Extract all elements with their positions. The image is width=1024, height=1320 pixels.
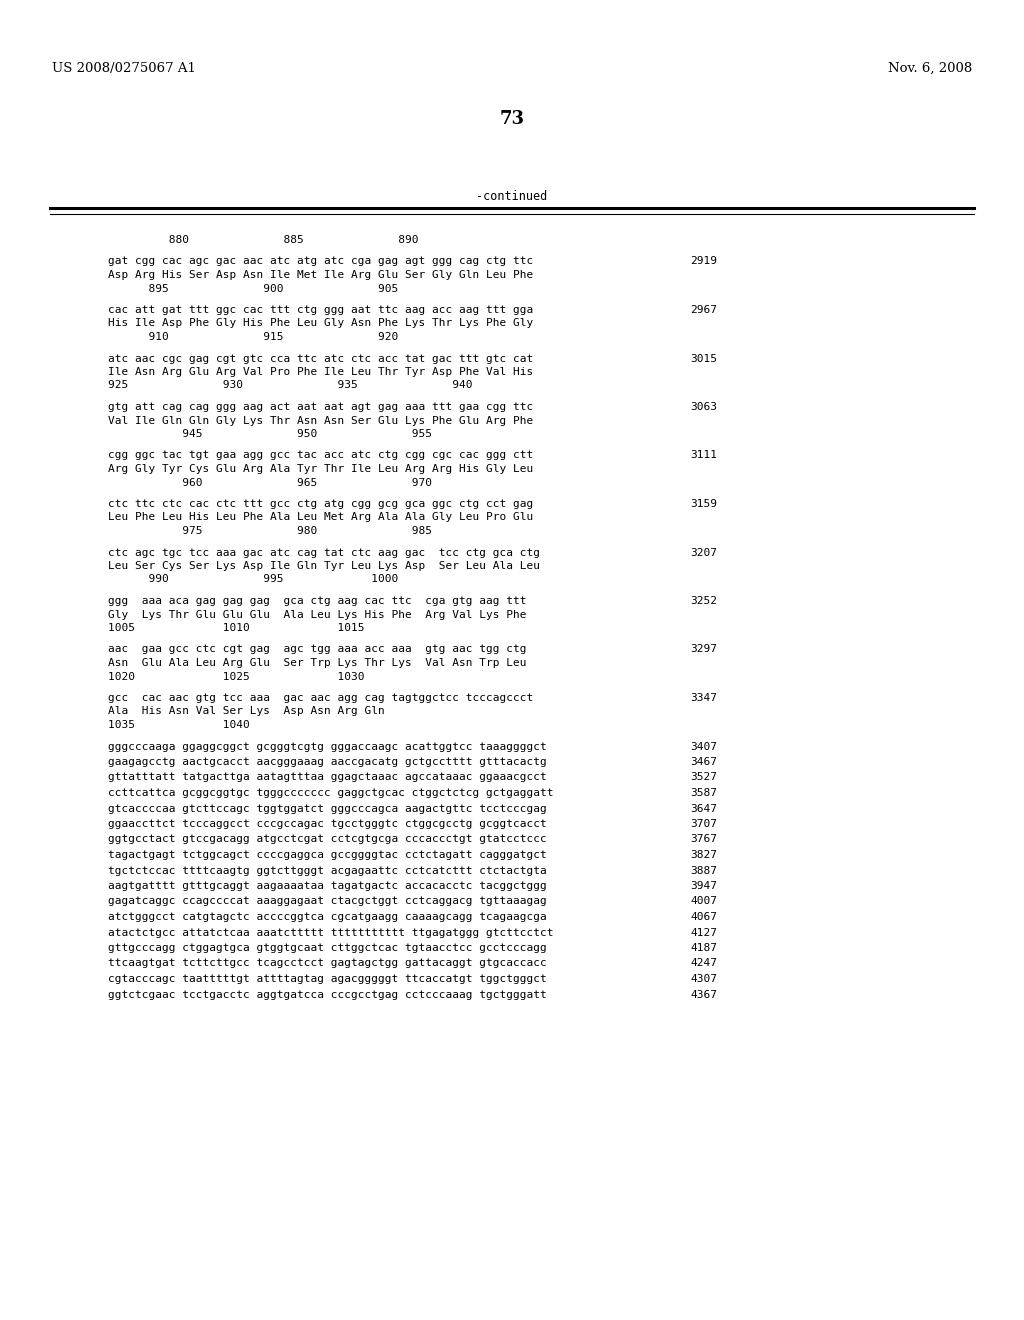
Text: 3207: 3207 [690, 548, 717, 557]
Text: 990              995             1000: 990 995 1000 [108, 574, 398, 585]
Text: ggtctcgaac tcctgacctc aggtgatcca cccgcctgag cctcccaaag tgctgggatt: ggtctcgaac tcctgacctc aggtgatcca cccgcct… [108, 990, 547, 999]
Text: 73: 73 [500, 110, 524, 128]
Text: 3063: 3063 [690, 403, 717, 412]
Text: 880              885              890: 880 885 890 [108, 235, 419, 246]
Text: 960              965              970: 960 965 970 [108, 478, 432, 487]
Text: gaagagcctg aactgcacct aacgggaaag aaccgacatg gctgcctttt gtttacactg: gaagagcctg aactgcacct aacgggaaag aaccgac… [108, 756, 547, 767]
Text: 3827: 3827 [690, 850, 717, 861]
Text: 4187: 4187 [690, 942, 717, 953]
Text: Ile Asn Arg Glu Arg Val Pro Phe Ile Leu Thr Tyr Asp Phe Val His: Ile Asn Arg Glu Arg Val Pro Phe Ile Leu … [108, 367, 534, 378]
Text: -continued: -continued [476, 190, 548, 203]
Text: ggaaccttct tcccaggcct cccgccagac tgcctgggtc ctggcgcctg gcggtcacct: ggaaccttct tcccaggcct cccgccagac tgcctgg… [108, 818, 547, 829]
Text: 1005             1010             1015: 1005 1010 1015 [108, 623, 365, 634]
Text: Val Ile Gln Gln Gly Lys Thr Asn Asn Ser Glu Lys Phe Glu Arg Phe: Val Ile Gln Gln Gly Lys Thr Asn Asn Ser … [108, 416, 534, 425]
Text: 3015: 3015 [690, 354, 717, 363]
Text: ggtgcctact gtccgacagg atgcctcgat cctcgtgcga cccaccctgt gtatcctccc: ggtgcctact gtccgacagg atgcctcgat cctcgtg… [108, 834, 547, 845]
Text: Gly  Lys Thr Glu Glu Glu  Ala Leu Lys His Phe  Arg Val Lys Phe: Gly Lys Thr Glu Glu Glu Ala Leu Lys His … [108, 610, 526, 619]
Text: ctc agc tgc tcc aaa gac atc cag tat ctc aag gac  tcc ctg gca ctg: ctc agc tgc tcc aaa gac atc cag tat ctc … [108, 548, 540, 557]
Text: Arg Gly Tyr Cys Glu Arg Ala Tyr Thr Ile Leu Arg Arg His Gly Leu: Arg Gly Tyr Cys Glu Arg Ala Tyr Thr Ile … [108, 465, 534, 474]
Text: gcc  cac aac gtg tcc aaa  gac aac agg cag tagtggctcc tcccagccct: gcc cac aac gtg tcc aaa gac aac agg cag … [108, 693, 534, 704]
Text: atactctgcc attatctcaa aaatcttttt ttttttttttt ttgagatggg gtcttcctct: atactctgcc attatctcaa aaatcttttt ttttttt… [108, 928, 554, 937]
Text: US 2008/0275067 A1: US 2008/0275067 A1 [52, 62, 196, 75]
Text: gtcaccccaa gtcttccagc tggtggatct gggcccagca aagactgttc tcctcccgag: gtcaccccaa gtcttccagc tggtggatct gggccca… [108, 804, 547, 813]
Text: 3407: 3407 [690, 742, 717, 751]
Text: 3252: 3252 [690, 597, 717, 606]
Text: 1020             1025             1030: 1020 1025 1030 [108, 672, 365, 681]
Text: 3297: 3297 [690, 644, 717, 655]
Text: 4307: 4307 [690, 974, 717, 983]
Text: tgctctccac ttttcaagtg ggtcttgggt acgagaattc cctcatcttt ctctactgta: tgctctccac ttttcaagtg ggtcttgggt acgagaa… [108, 866, 547, 875]
Text: ctc ttc ctc cac ctc ttt gcc ctg atg cgg gcg gca ggc ctg cct gag: ctc ttc ctc cac ctc ttt gcc ctg atg cgg … [108, 499, 534, 510]
Text: 3707: 3707 [690, 818, 717, 829]
Text: aagtgatttt gtttgcaggt aagaaaataa tagatgactc accacacctc tacggctggg: aagtgatttt gtttgcaggt aagaaaataa tagatga… [108, 880, 547, 891]
Text: 2967: 2967 [690, 305, 717, 315]
Text: 910              915              920: 910 915 920 [108, 333, 398, 342]
Text: 3587: 3587 [690, 788, 717, 799]
Text: 3947: 3947 [690, 880, 717, 891]
Text: 3527: 3527 [690, 772, 717, 783]
Text: 3647: 3647 [690, 804, 717, 813]
Text: ttcaagtgat tcttcttgcc tcagcctcct gagtagctgg gattacaggt gtgcaccacc: ttcaagtgat tcttcttgcc tcagcctcct gagtagc… [108, 958, 547, 969]
Text: 975              980              985: 975 980 985 [108, 525, 432, 536]
Text: cgg ggc tac tgt gaa agg gcc tac acc atc ctg cgg cgc cac ggg ctt: cgg ggc tac tgt gaa agg gcc tac acc atc … [108, 450, 534, 461]
Text: tagactgagt tctggcagct ccccgaggca gccggggtac cctctagatt cagggatgct: tagactgagt tctggcagct ccccgaggca gccgggg… [108, 850, 547, 861]
Text: aac  gaa gcc ctc cgt gag  agc tgg aaa acc aaa  gtg aac tgg ctg: aac gaa gcc ctc cgt gag agc tgg aaa acc … [108, 644, 526, 655]
Text: Asn  Glu Ala Leu Arg Glu  Ser Trp Lys Thr Lys  Val Asn Trp Leu: Asn Glu Ala Leu Arg Glu Ser Trp Lys Thr … [108, 657, 526, 668]
Text: His Ile Asp Phe Gly His Phe Leu Gly Asn Phe Lys Thr Lys Phe Gly: His Ile Asp Phe Gly His Phe Leu Gly Asn … [108, 318, 534, 329]
Text: gtg att cag cag ggg aag act aat aat agt gag aaa ttt gaa cgg ttc: gtg att cag cag ggg aag act aat aat agt … [108, 403, 534, 412]
Text: 4067: 4067 [690, 912, 717, 921]
Text: 2919: 2919 [690, 256, 717, 267]
Text: 945              950              955: 945 950 955 [108, 429, 432, 440]
Text: ggg  aaa aca gag gag gag  gca ctg aag cac ttc  cga gtg aag ttt: ggg aaa aca gag gag gag gca ctg aag cac … [108, 597, 526, 606]
Text: Leu Ser Cys Ser Lys Asp Ile Gln Tyr Leu Lys Asp  Ser Leu Ala Leu: Leu Ser Cys Ser Lys Asp Ile Gln Tyr Leu … [108, 561, 540, 572]
Text: 3767: 3767 [690, 834, 717, 845]
Text: 895              900              905: 895 900 905 [108, 284, 398, 293]
Text: gttatttatt tatgacttga aatagtttaa ggagctaaac agccataaac ggaaacgcct: gttatttatt tatgacttga aatagtttaa ggagcta… [108, 772, 547, 783]
Text: Asp Arg His Ser Asp Asn Ile Met Ile Arg Glu Ser Gly Gln Leu Phe: Asp Arg His Ser Asp Asn Ile Met Ile Arg … [108, 271, 534, 280]
Text: gggcccaaga ggaggcggct gcgggtcgtg gggaccaagc acattggtcc taaaggggct: gggcccaaga ggaggcggct gcgggtcgtg gggacca… [108, 742, 547, 751]
Text: 3467: 3467 [690, 756, 717, 767]
Text: gagatcaggc ccagccccat aaaggagaat ctacgctggt cctcaggacg tgttaaagag: gagatcaggc ccagccccat aaaggagaat ctacgct… [108, 896, 547, 907]
Text: atctgggcct catgtagctc accccggtca cgcatgaagg caaaagcagg tcagaagcga: atctgggcct catgtagctc accccggtca cgcatga… [108, 912, 547, 921]
Text: ccttcattca gcggcggtgc tgggccccccc gaggctgcac ctggctctcg gctgaggatt: ccttcattca gcggcggtgc tgggccccccc gaggct… [108, 788, 554, 799]
Text: gat cgg cac agc gac aac atc atg atc cga gag agt ggg cag ctg ttc: gat cgg cac agc gac aac atc atg atc cga … [108, 256, 534, 267]
Text: 4247: 4247 [690, 958, 717, 969]
Text: 1035             1040: 1035 1040 [108, 719, 250, 730]
Text: 3347: 3347 [690, 693, 717, 704]
Text: Leu Phe Leu His Leu Phe Ala Leu Met Arg Ala Ala Gly Leu Pro Glu: Leu Phe Leu His Leu Phe Ala Leu Met Arg … [108, 512, 534, 523]
Text: atc aac cgc gag cgt gtc cca ttc atc ctc acc tat gac ttt gtc cat: atc aac cgc gag cgt gtc cca ttc atc ctc … [108, 354, 534, 363]
Text: 3887: 3887 [690, 866, 717, 875]
Text: 4127: 4127 [690, 928, 717, 937]
Text: Ala  His Asn Val Ser Lys  Asp Asn Arg Gln: Ala His Asn Val Ser Lys Asp Asn Arg Gln [108, 706, 385, 717]
Text: gttgcccagg ctggagtgca gtggtgcaat cttggctcac tgtaacctcc gcctcccagg: gttgcccagg ctggagtgca gtggtgcaat cttggct… [108, 942, 547, 953]
Text: cac att gat ttt ggc cac ttt ctg ggg aat ttc aag acc aag ttt gga: cac att gat ttt ggc cac ttt ctg ggg aat … [108, 305, 534, 315]
Text: cgtacccagc taatttttgt attttagtag agacgggggt ttcaccatgt tggctgggct: cgtacccagc taatttttgt attttagtag agacggg… [108, 974, 547, 983]
Text: 4367: 4367 [690, 990, 717, 999]
Text: Nov. 6, 2008: Nov. 6, 2008 [888, 62, 972, 75]
Text: 4007: 4007 [690, 896, 717, 907]
Text: 3159: 3159 [690, 499, 717, 510]
Text: 3111: 3111 [690, 450, 717, 461]
Text: 925              930              935              940: 925 930 935 940 [108, 380, 472, 391]
